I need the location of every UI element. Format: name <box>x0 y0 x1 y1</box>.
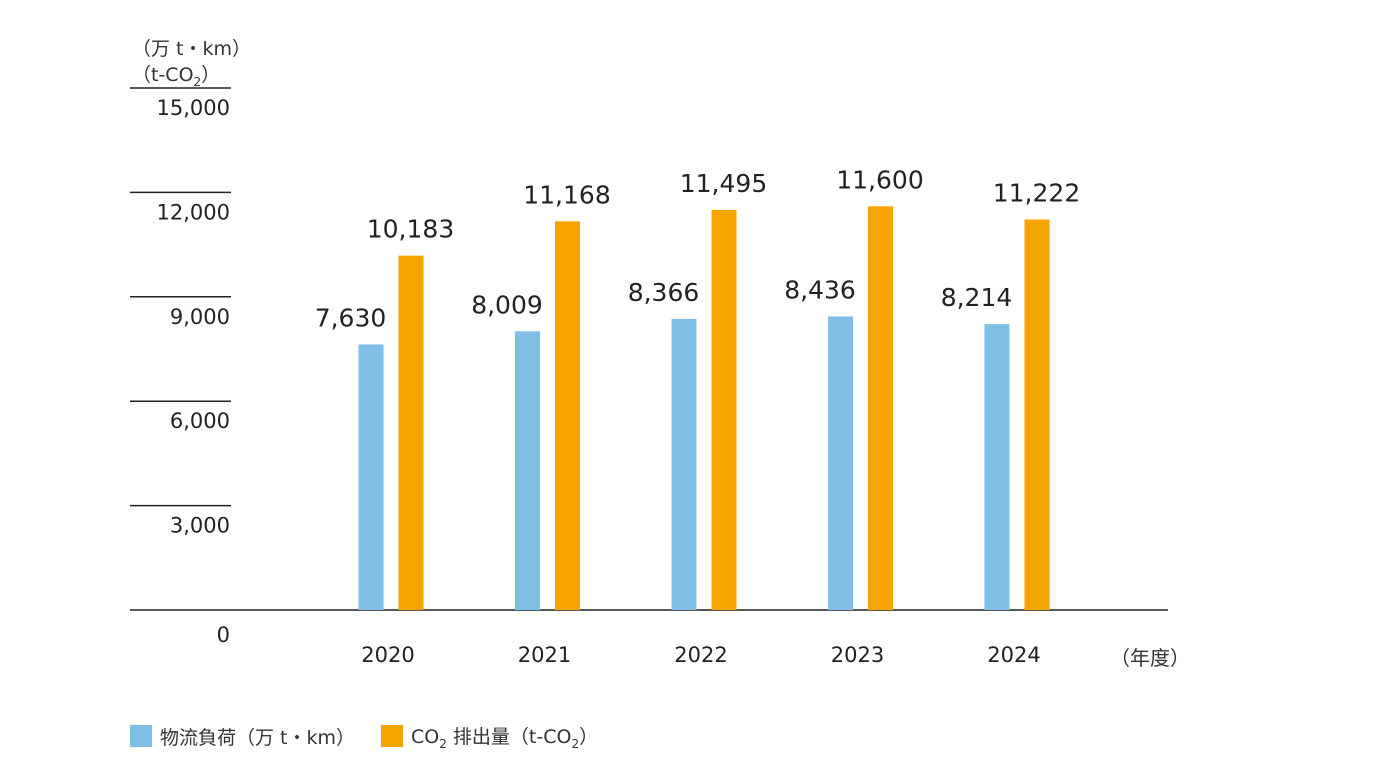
x-tick-label-2020: 2020 <box>361 643 414 667</box>
x-tick-label-2023: 2023 <box>831 643 884 667</box>
bar-co2-2022 <box>711 209 737 610</box>
bar-freight-2024 <box>984 324 1010 610</box>
y-unit-label-1: （万 t・km） <box>132 38 252 60</box>
y-tick-label-3000: 3,000 <box>170 514 230 538</box>
data-label-freight-2020: 7,630 <box>315 303 387 332</box>
bar-co2-2024 <box>1024 219 1050 610</box>
data-label-freight-2024: 8,214 <box>941 283 1013 312</box>
bar-freight-2020 <box>358 344 384 610</box>
y-tick-label-15000: 15,000 <box>157 96 230 120</box>
legend-label-co2: CO2 排出量（t-CO2） <box>411 726 599 751</box>
data-label-co2-2023: 11,600 <box>836 165 923 194</box>
data-label-freight-2022: 8,366 <box>628 278 700 307</box>
x-unit-label: （年度） <box>1110 646 1190 670</box>
bar-chart: 0 3,000 6,000 9,000 12,000 15,000 7,630 10,183 2… <box>130 87 1168 667</box>
bar-co2-2023 <box>868 206 893 610</box>
data-label-co2-2022: 11,495 <box>680 169 767 198</box>
bar-freight-2022 <box>671 318 697 610</box>
data-label-freight-2023: 8,436 <box>784 275 856 304</box>
legend-swatch-co2 <box>381 725 404 748</box>
y-unit-label-2: （t-CO2） <box>132 64 221 89</box>
data-label-co2-2024: 11,222 <box>993 178 1080 207</box>
y-tick-label-9000: 9,000 <box>170 305 230 329</box>
bar-co2-2020 <box>398 255 424 611</box>
legend-label-freight: 物流負荷（万 t・km） <box>160 726 356 749</box>
data-label-co2-2020: 10,183 <box>367 215 454 244</box>
legend-swatch-freight <box>130 725 152 748</box>
x-tick-label-2021: 2021 <box>518 643 571 667</box>
bar-freight-2023 <box>828 316 853 610</box>
y-tick-label-6000: 6,000 <box>170 409 230 433</box>
legend-item-co2: CO2 排出量（t-CO2） <box>381 722 598 751</box>
legend: 物流負荷（万 t・km） CO2 排出量（t-CO2） <box>130 722 624 751</box>
data-label-freight-2021: 8,009 <box>471 290 543 319</box>
x-tick-label-2022: 2022 <box>674 643 727 667</box>
y-tick-label-0: 0 <box>217 623 230 647</box>
x-tick-label-2024: 2024 <box>987 643 1040 667</box>
bar-freight-2021 <box>515 331 540 610</box>
y-tick-label-12000: 12,000 <box>157 200 230 224</box>
legend-item-freight: 物流負荷（万 t・km） <box>130 723 355 750</box>
data-label-co2-2021: 11,168 <box>523 180 610 209</box>
bar-co2-2021 <box>555 221 580 610</box>
